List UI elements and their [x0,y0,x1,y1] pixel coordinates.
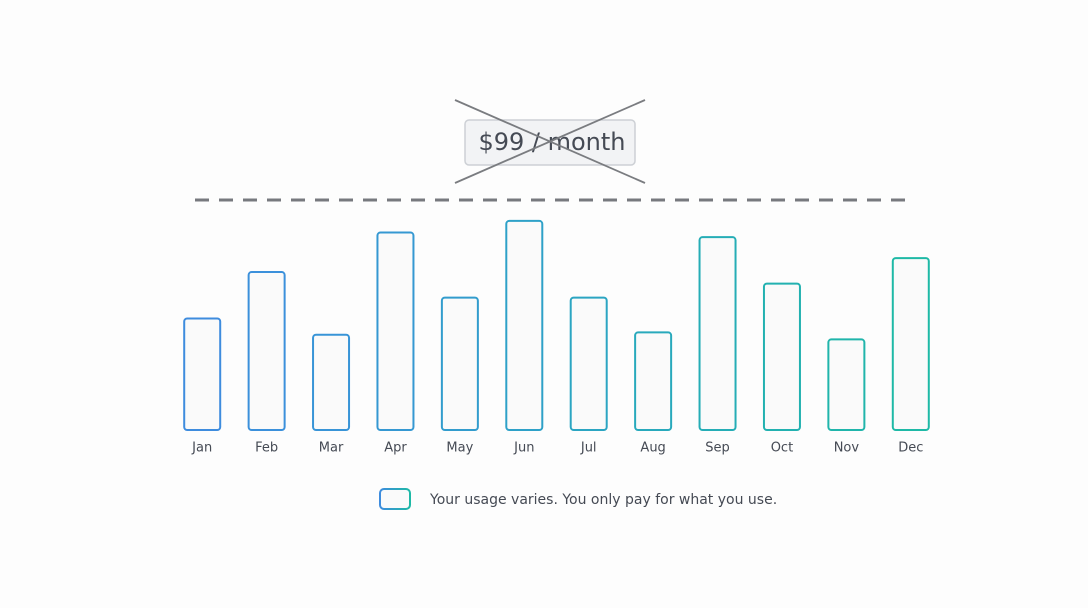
x-tick-label: Apr [384,441,407,456]
bar [762,282,801,431]
bar [827,338,866,432]
legend-label: Your usage varies. You only pay for what… [429,492,777,508]
bar [376,231,415,431]
legend-swatch [379,488,411,510]
price-box [464,119,636,166]
bar [247,271,286,431]
x-tick-label: Feb [255,441,278,456]
x-tick-label: Jul [580,441,597,456]
x-tick-label: Aug [640,441,665,456]
bar [440,296,479,431]
x-tick-label: Mar [319,441,344,456]
x-tick-label: Nov [834,441,860,456]
x-tick-label: Jan [191,441,212,456]
bar [891,257,930,431]
bar [312,333,351,431]
strike [454,99,646,184]
x-tick-label: Dec [898,441,923,456]
x-tick-label: Oct [771,441,793,456]
bar [183,317,222,432]
bar [505,219,544,431]
bar [698,236,737,431]
x-tick-label: Sep [705,441,730,456]
x-tick-label: May [446,441,473,456]
bar [569,296,608,431]
bar [634,331,673,432]
x-tick-label: Jun [513,441,534,456]
